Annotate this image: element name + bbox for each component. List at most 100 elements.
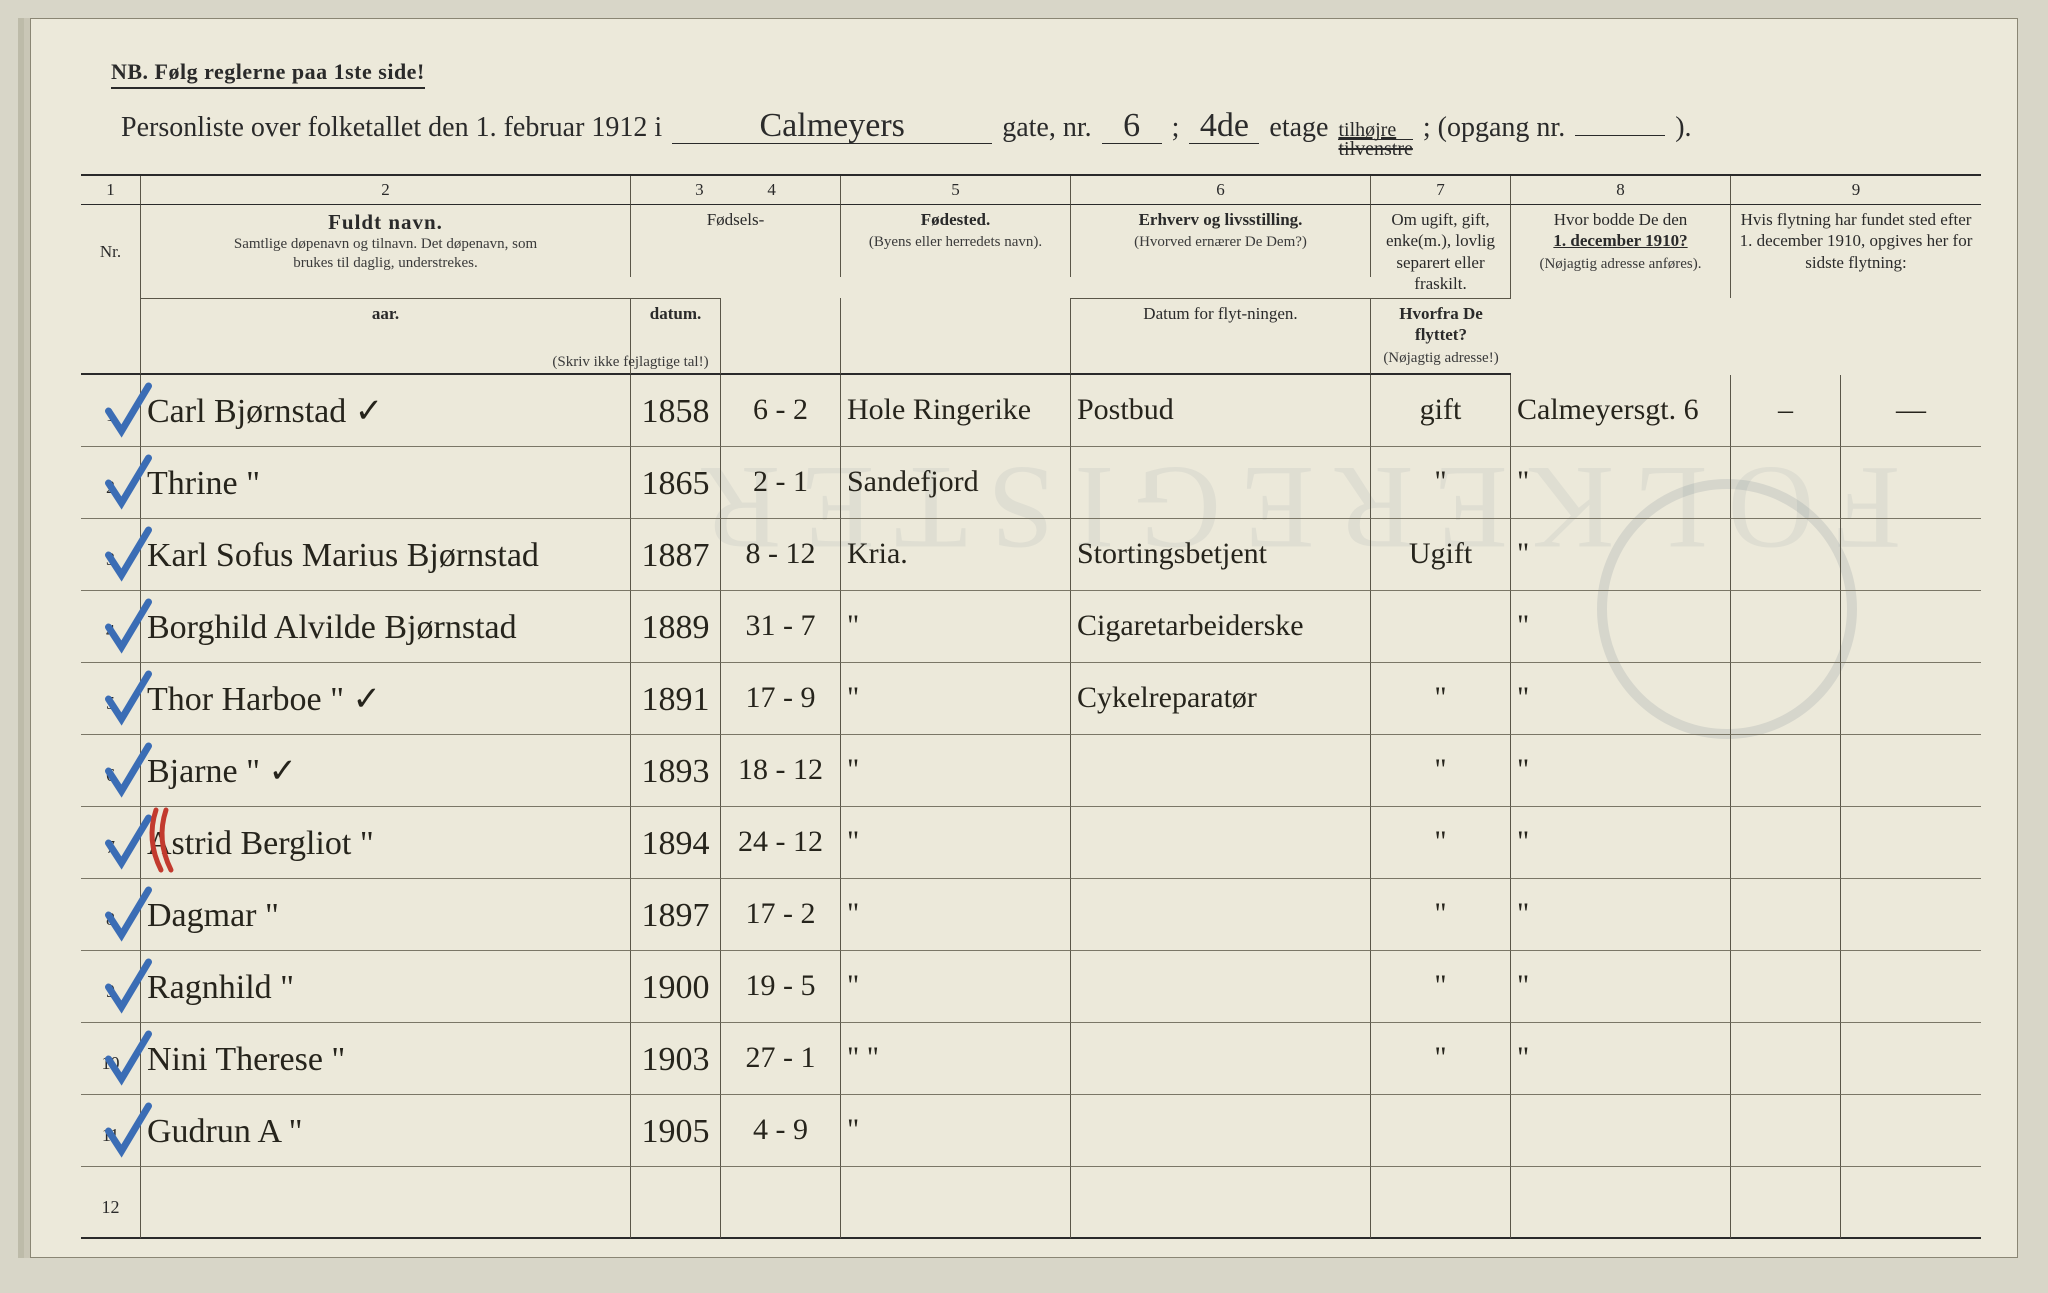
- cell-place: ": [841, 951, 1071, 1023]
- cell-civil: Ugift: [1371, 519, 1511, 591]
- cell-mfrom: [1841, 591, 1981, 663]
- cell-nr: 4: [81, 591, 141, 663]
- hdr-name-blank: [81, 298, 141, 375]
- cell-mfrom: [1841, 1023, 1981, 1095]
- table-row: 7Astrid Bergliot "189424 - 12""": [81, 807, 1981, 879]
- cell-mfrom: [1841, 735, 1981, 807]
- cell-nr: 5: [81, 663, 141, 735]
- cell-date: 17 - 9: [721, 663, 841, 735]
- cell-civil: ": [1371, 663, 1511, 735]
- cell-occ: [1071, 807, 1371, 879]
- hdr-addr1910: Hvor bodde De den 1. december 1910? (Nøj…: [1511, 205, 1731, 298]
- cell-name: Carl Bjørnstad ✓: [141, 375, 631, 447]
- cell-occ: Cigaretarbeiderske: [1071, 591, 1371, 663]
- cell-date: 31 - 7: [721, 591, 841, 663]
- census-form-page: NB. Følg reglerne paa 1ste side! Personl…: [30, 18, 2018, 1258]
- cell-addr: Calmeyersgt. 6: [1511, 375, 1731, 447]
- cell-nr: 10: [81, 1023, 141, 1095]
- cell-name: Astrid Bergliot ": [141, 807, 631, 879]
- cell-addr: ": [1511, 1023, 1731, 1095]
- hdr-erhverv-sub: (Hvorved ernærer De Dem?): [1134, 234, 1307, 250]
- cell-addr: ": [1511, 807, 1731, 879]
- cell-mdate: [1731, 663, 1841, 735]
- cell-addr: ": [1511, 951, 1731, 1023]
- cell-nr: 8: [81, 879, 141, 951]
- cell-civil: ": [1371, 447, 1511, 519]
- table-row: 4Borghild Alvilde Bjørnstad188931 - 7"Ci…: [81, 591, 1981, 663]
- colnum: 1: [81, 176, 141, 205]
- cell-nr: 12: [81, 1167, 141, 1239]
- cell-mdate: [1731, 1023, 1841, 1095]
- form-title-line: Personliste over folketallet den 1. febr…: [121, 109, 1941, 158]
- hdr-move: Hvis flytning har fundet sted efter 1. d…: [1731, 205, 1981, 277]
- cell-mdate: [1731, 807, 1841, 879]
- cell-year: [631, 1167, 721, 1239]
- table-row: 10Nini Therese "190327 - 1" """: [81, 1023, 1981, 1095]
- cell-date: 27 - 1: [721, 1023, 841, 1095]
- table-row: 11Gudrun A "19054 - 9": [81, 1095, 1981, 1167]
- cell-name: Borghild Alvilde Bjørnstad: [141, 591, 631, 663]
- colnum: 5: [841, 176, 1071, 205]
- cell-occ: [1071, 1167, 1371, 1239]
- hdr-fodested-blank: [721, 298, 841, 375]
- hdr-name: Fuldt navn. Samtlige døpenavn og tilnavn…: [141, 205, 631, 277]
- cell-name: Bjarne " ✓: [141, 735, 631, 807]
- cell-mfrom: [1841, 447, 1981, 519]
- cell-mfrom: [1841, 879, 1981, 951]
- cell-addr: ": [1511, 663, 1731, 735]
- cell-mfrom: [1841, 1167, 1981, 1239]
- hdr-name-sub: Samtlige døpenavn og tilnavn. Det døpena…: [147, 235, 624, 273]
- street-name-field: Calmeyers: [672, 109, 992, 144]
- colnum: 6: [1071, 176, 1371, 205]
- house-number-field: 6: [1102, 109, 1162, 144]
- cell-place: ": [841, 591, 1071, 663]
- red-mark-icon: [141, 805, 181, 875]
- table-row: 12: [81, 1167, 1981, 1239]
- cell-nr: 3: [81, 519, 141, 591]
- table-row: 3Karl Sofus Marius Bjørnstad18878 - 12Kr…: [81, 519, 1981, 591]
- entrance-field: [1575, 135, 1665, 136]
- cell-occ: Stortingsbetjent: [1071, 519, 1371, 591]
- cell-year: 1900: [631, 951, 721, 1023]
- cell-name: Karl Sofus Marius Bjørnstad: [141, 519, 631, 591]
- cell-nr: 11: [81, 1095, 141, 1167]
- side-bottom: tilvenstre: [1338, 139, 1412, 158]
- cell-date: 19 - 5: [721, 951, 841, 1023]
- cell-year: 1858: [631, 375, 721, 447]
- cell-place: Sandefjord: [841, 447, 1071, 519]
- table-row: 1Carl Bjørnstad ✓18586 - 2Hole Ringerike…: [81, 375, 1981, 447]
- cell-date: 24 - 12: [721, 807, 841, 879]
- cell-date: 17 - 2: [721, 879, 841, 951]
- table-row: 8Dagmar "189717 - 2""": [81, 879, 1981, 951]
- close-paren: ).: [1675, 112, 1691, 144]
- hdr-datum: datum. (Skriv ikke fejlagtige tal!): [631, 298, 721, 375]
- cell-place: Kria.: [841, 519, 1071, 591]
- cell-place: ": [841, 735, 1071, 807]
- nb-instruction: NB. Følg reglerne paa 1ste side!: [111, 59, 425, 89]
- cell-mdate: [1731, 447, 1841, 519]
- hdr-erhverv-blank: [841, 298, 1071, 375]
- cell-addr: [1511, 1095, 1731, 1167]
- semicolon: ;: [1172, 112, 1180, 144]
- side-label: tilhøjre tilvenstre: [1338, 121, 1412, 158]
- cell-year: 1893: [631, 735, 721, 807]
- cell-date: 4 - 9: [721, 1095, 841, 1167]
- cell-place: ": [841, 807, 1071, 879]
- cell-mdate: [1731, 591, 1841, 663]
- cell-addr: ": [1511, 447, 1731, 519]
- cell-occ: Cykelreparatør: [1071, 663, 1371, 735]
- table-row: 9Ragnhild "190019 - 5""": [81, 951, 1981, 1023]
- colnum: 9: [1731, 176, 1981, 205]
- cell-occ: [1071, 1095, 1371, 1167]
- cell-place: ": [841, 879, 1071, 951]
- colnum: 8: [1511, 176, 1731, 205]
- floor-field: 4de: [1189, 109, 1259, 144]
- cell-occ: [1071, 447, 1371, 519]
- hdr-name-title: Fuldt navn.: [147, 209, 624, 235]
- gate-label: gate, nr.: [1002, 112, 1091, 144]
- cell-mfrom: [1841, 807, 1981, 879]
- cell-mdate: [1731, 951, 1841, 1023]
- cell-year: 1903: [631, 1023, 721, 1095]
- cell-date: [721, 1167, 841, 1239]
- cell-place: ": [841, 1095, 1071, 1167]
